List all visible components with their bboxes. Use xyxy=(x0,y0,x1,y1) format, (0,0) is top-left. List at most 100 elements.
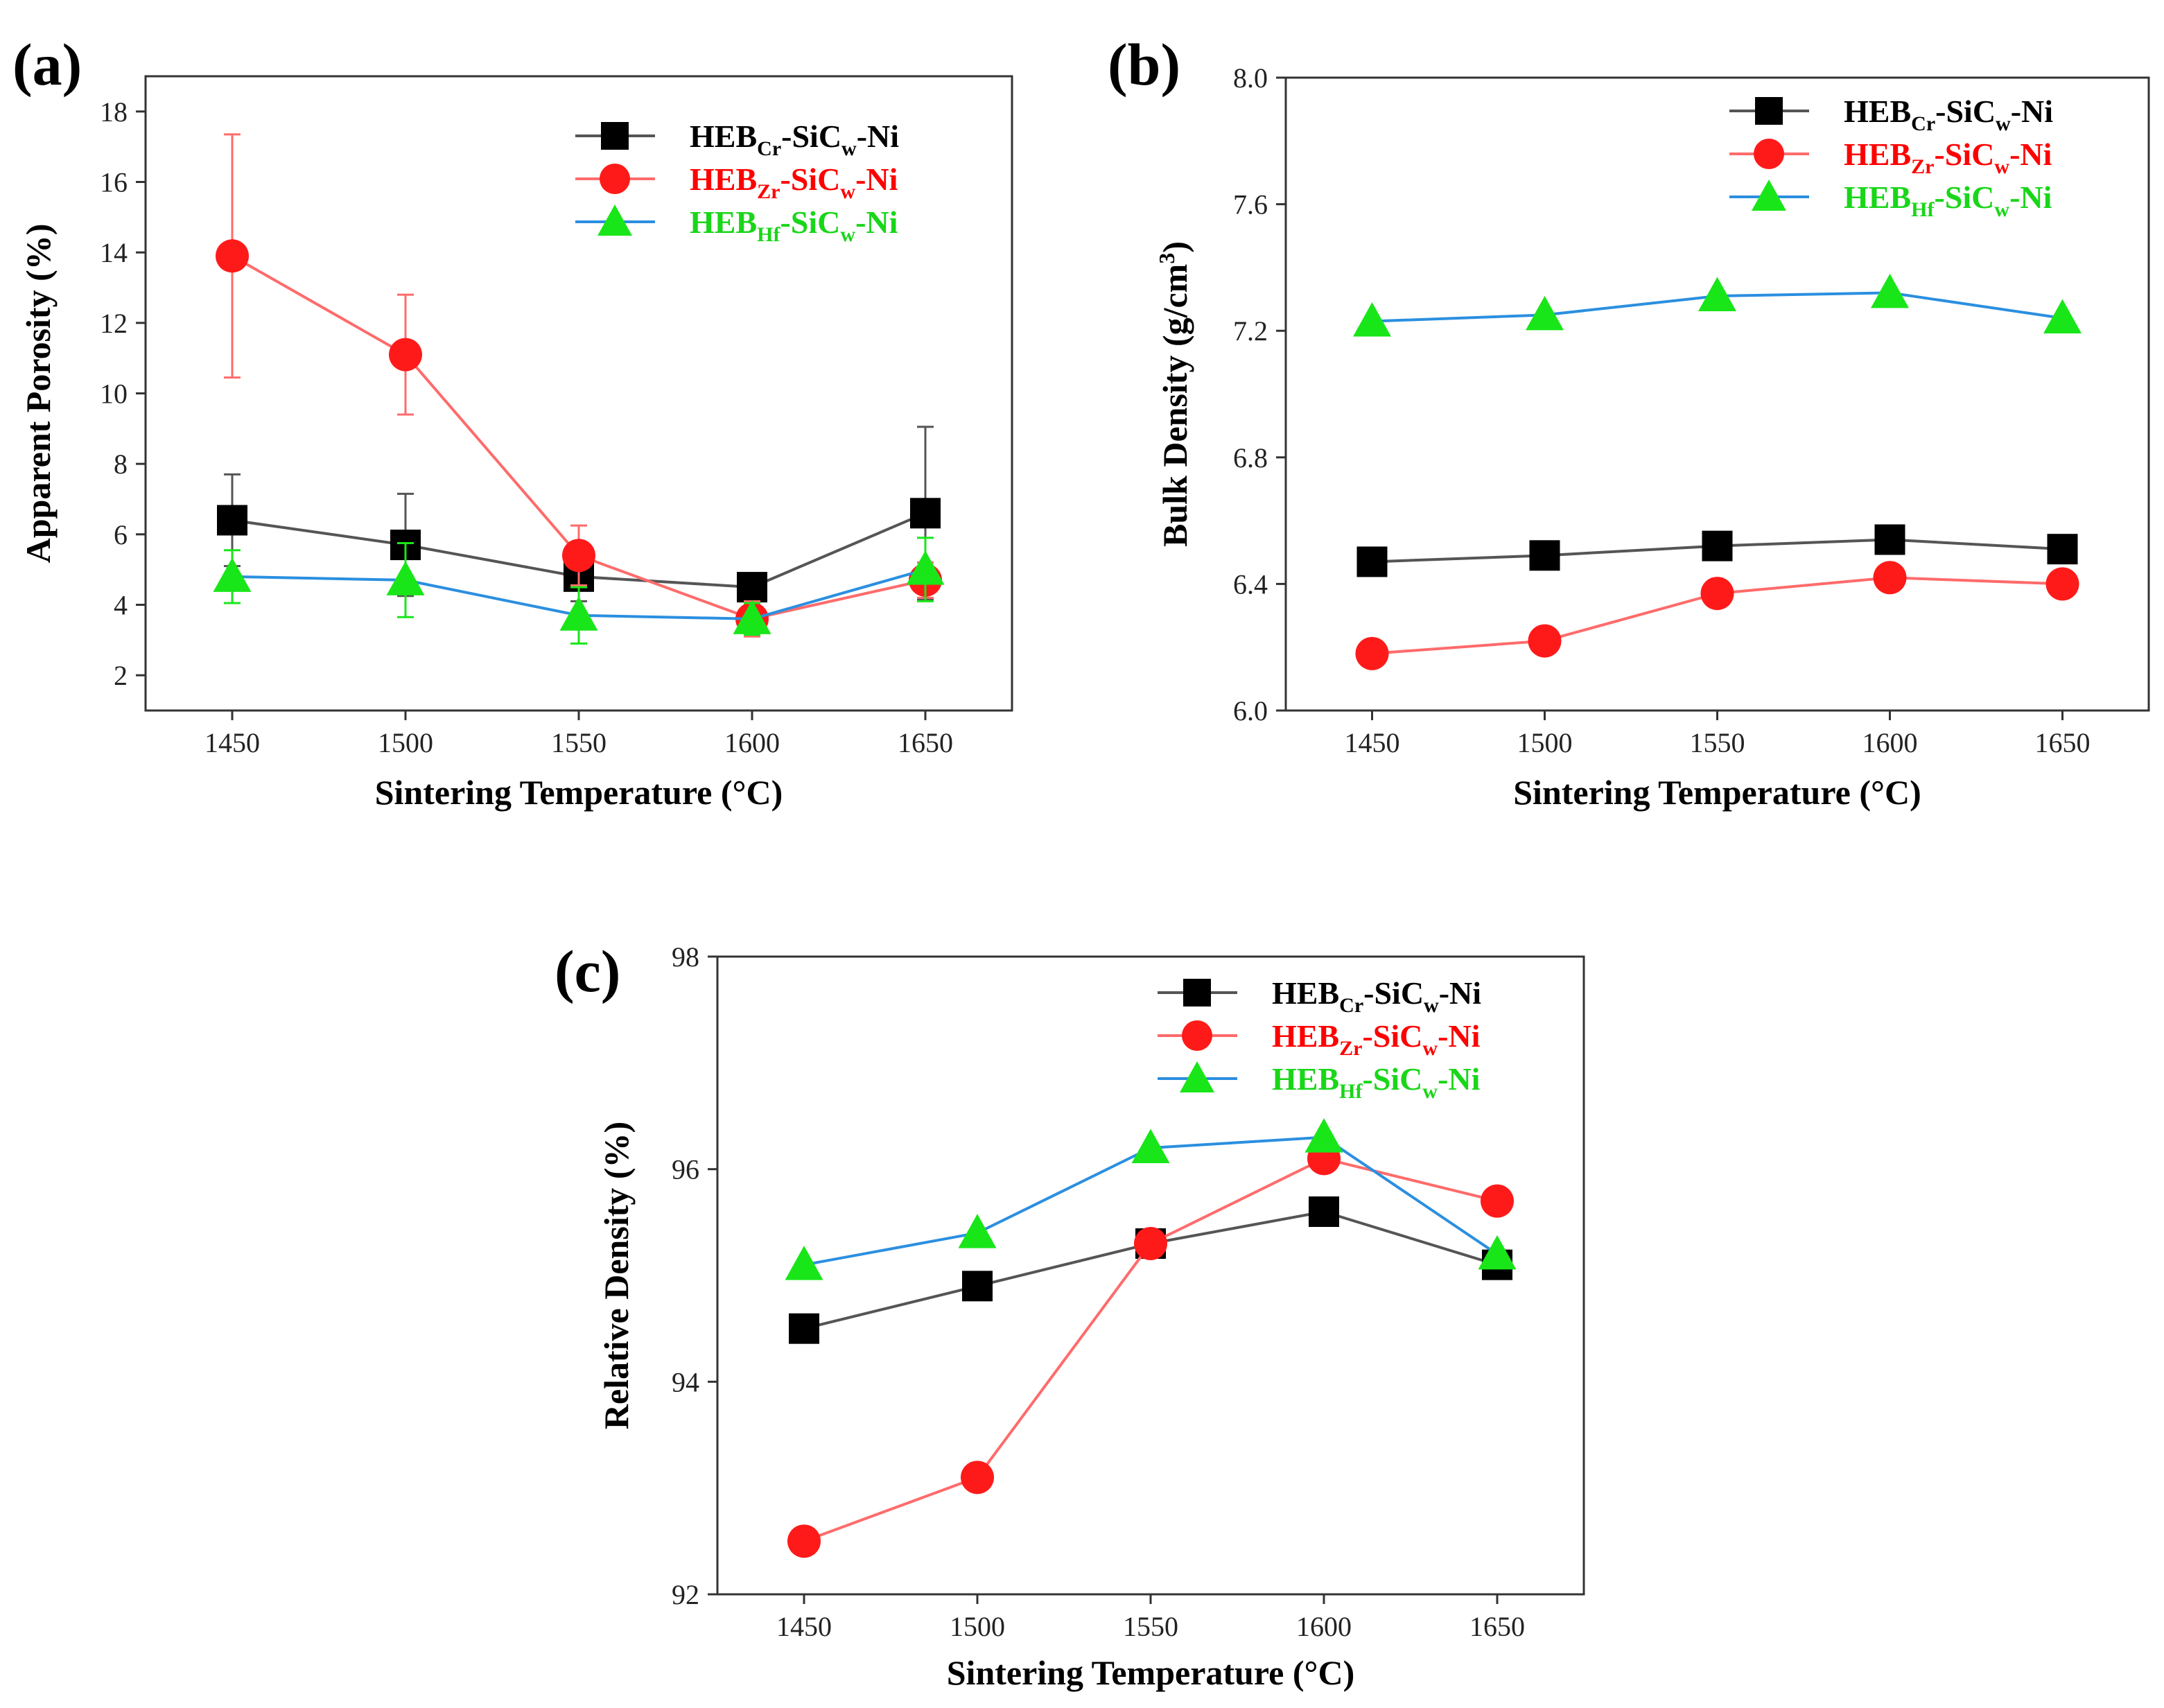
x-tick-label: 1650 xyxy=(2035,727,2091,758)
data-point xyxy=(1702,531,1733,561)
data-point xyxy=(910,498,941,528)
data-point xyxy=(1530,540,1560,570)
y-tick-label: 96 xyxy=(672,1154,699,1185)
x-tick-label: 1450 xyxy=(1345,727,1400,758)
series-zr xyxy=(1356,561,2079,670)
y-tick-label: 98 xyxy=(672,941,699,973)
legend-label: HEBHf-SiCw-Ni xyxy=(690,204,898,246)
x-tick-label: 1500 xyxy=(1517,727,1573,758)
series-zr xyxy=(787,1142,1514,1558)
legend-item-cr: HEBCr-SiCw-Ni xyxy=(1729,94,2053,135)
x-tick-label: 1550 xyxy=(1690,727,1745,758)
x-axis-title: Sintering Temperature (°C) xyxy=(375,773,783,812)
panel-b-bulk-density: (b) 1450 1500 1550 1600 1650 6.0 6.4 6.8 7.2 7.6 8.… xyxy=(1108,31,2149,812)
x-tick-label: 1450 xyxy=(204,727,260,758)
data-point xyxy=(1701,577,1734,610)
legend-item-cr: HEBCr-SiCw-Ni xyxy=(1158,975,1481,1017)
data-point xyxy=(907,550,945,585)
legend-label: HEBZr-SiCw-Ni xyxy=(1844,137,2052,178)
data-point xyxy=(2046,567,2079,600)
y-tick-label: 7.6 xyxy=(1233,189,1268,220)
data-point xyxy=(789,1314,819,1344)
legend-marker xyxy=(600,164,630,194)
x-tick-label: 1650 xyxy=(898,727,953,758)
figure: (a)1450 1500 1550 1600 165024681012141618Sin… xyxy=(0,0,2164,1708)
y-tick-label: 92 xyxy=(672,1579,699,1610)
x-axis-title: Sintering Temperature (°C) xyxy=(1513,773,1921,812)
y-axis-title: Relative Density (%) xyxy=(597,1122,636,1429)
legend-marker xyxy=(1752,180,1786,211)
x-tick-label: 1500 xyxy=(378,727,433,758)
panel-a-apparent-porosity: (a)1450 1500 1550 1600 165024681012141618Sin… xyxy=(12,31,1012,812)
legend-item-zr: HEBZr-SiCw-Ni xyxy=(1158,1018,1481,1060)
panel-label: (a) xyxy=(12,31,82,98)
legend-label: HEBHf-SiCw-Ni xyxy=(1272,1061,1481,1103)
y-axis-title: Bulk Density (g/cm3) xyxy=(1154,241,1194,547)
y-tick-label: 6.8 xyxy=(1233,442,1268,473)
data-point xyxy=(1875,524,1905,555)
data-point xyxy=(1357,546,1388,577)
x-tick-label: 1600 xyxy=(1862,727,1918,758)
legend-item-zr: HEBZr-SiCw-Ni xyxy=(1729,137,2052,178)
y-tick-label: 6.4 xyxy=(1233,568,1268,600)
legend-item-zr: HEBZr-SiCw-Ni xyxy=(575,162,898,203)
data-point xyxy=(2048,534,2078,564)
legend-marker xyxy=(1183,979,1211,1007)
legend-item-cr: HEBCr-SiCw-Ni xyxy=(575,119,899,160)
data-point xyxy=(1871,274,1909,308)
legend-label: HEBCr-SiCw-Ni xyxy=(1272,975,1481,1017)
data-point xyxy=(1309,1196,1339,1227)
y-tick-label: 8 xyxy=(114,448,128,480)
data-point xyxy=(1134,1227,1167,1260)
data-point xyxy=(1528,625,1562,658)
series-line xyxy=(804,1158,1497,1541)
y-tick-label: 14 xyxy=(100,237,128,268)
legend-marker xyxy=(601,122,629,150)
y-tick-label: 6.0 xyxy=(1233,695,1268,726)
y-tick-label: 94 xyxy=(672,1366,699,1397)
y-tick-label: 2 xyxy=(114,660,128,691)
data-point xyxy=(737,572,767,602)
data-point xyxy=(962,1271,993,1301)
legend-item-hf: HEBHf-SiCw-Ni xyxy=(575,204,898,246)
data-point xyxy=(213,557,252,592)
data-point xyxy=(1305,1118,1343,1153)
x-tick-label: 1650 xyxy=(1469,1611,1525,1642)
data-point xyxy=(1353,302,1391,337)
y-tick-label: 16 xyxy=(100,167,128,198)
y-tick-label: 10 xyxy=(100,378,128,410)
y-tick-label: 18 xyxy=(100,96,128,128)
x-tick-label: 1550 xyxy=(1123,1611,1178,1642)
legend-label: HEBZr-SiCw-Ni xyxy=(1272,1018,1481,1060)
legend-marker xyxy=(597,204,632,236)
x-tick-label: 1600 xyxy=(724,727,780,758)
legend-marker xyxy=(1755,97,1783,125)
x-tick-label: 1600 xyxy=(1296,1611,1352,1642)
data-point xyxy=(1874,561,1907,594)
x-tick-label: 1550 xyxy=(551,727,607,758)
x-axis-title: Sintering Temperature (°C) xyxy=(947,1653,1354,1692)
data-point xyxy=(787,1524,821,1558)
y-tick-label: 7.2 xyxy=(1233,315,1268,347)
legend-item-hf: HEBHf-SiCw-Ni xyxy=(1158,1061,1481,1103)
legend-label: HEBCr-SiCw-Ni xyxy=(1844,94,2053,135)
panel-c-relative-density: (c) 1450 1500 1550 1600 1650 92 94 96 98 Sintering… xyxy=(555,938,1584,1692)
data-point xyxy=(1481,1185,1514,1218)
data-point xyxy=(1698,277,1736,311)
series-hf xyxy=(1353,274,2082,337)
legend-label: HEBZr-SiCw-Ni xyxy=(690,162,898,203)
panel-label: (c) xyxy=(555,938,620,1004)
legend-label: HEBHf-SiCw-Ni xyxy=(1844,180,2052,221)
panel-label: (b) xyxy=(1108,31,1180,98)
y-axis-title: Apparent Porosity (%) xyxy=(19,224,58,564)
y-tick-label: 6 xyxy=(114,519,128,550)
data-point xyxy=(562,539,595,572)
legend-label: HEBCr-SiCw-Ni xyxy=(690,119,899,160)
legend-marker xyxy=(1180,1061,1214,1092)
y-tick-label: 4 xyxy=(114,590,128,621)
series-cr xyxy=(1357,524,2078,577)
series-cr xyxy=(789,1196,1512,1344)
data-point xyxy=(387,561,425,595)
legend: HEBCr-SiCw-NiHEBZr-SiCw-NiHEBHf-SiCw-Ni xyxy=(1729,94,2053,221)
